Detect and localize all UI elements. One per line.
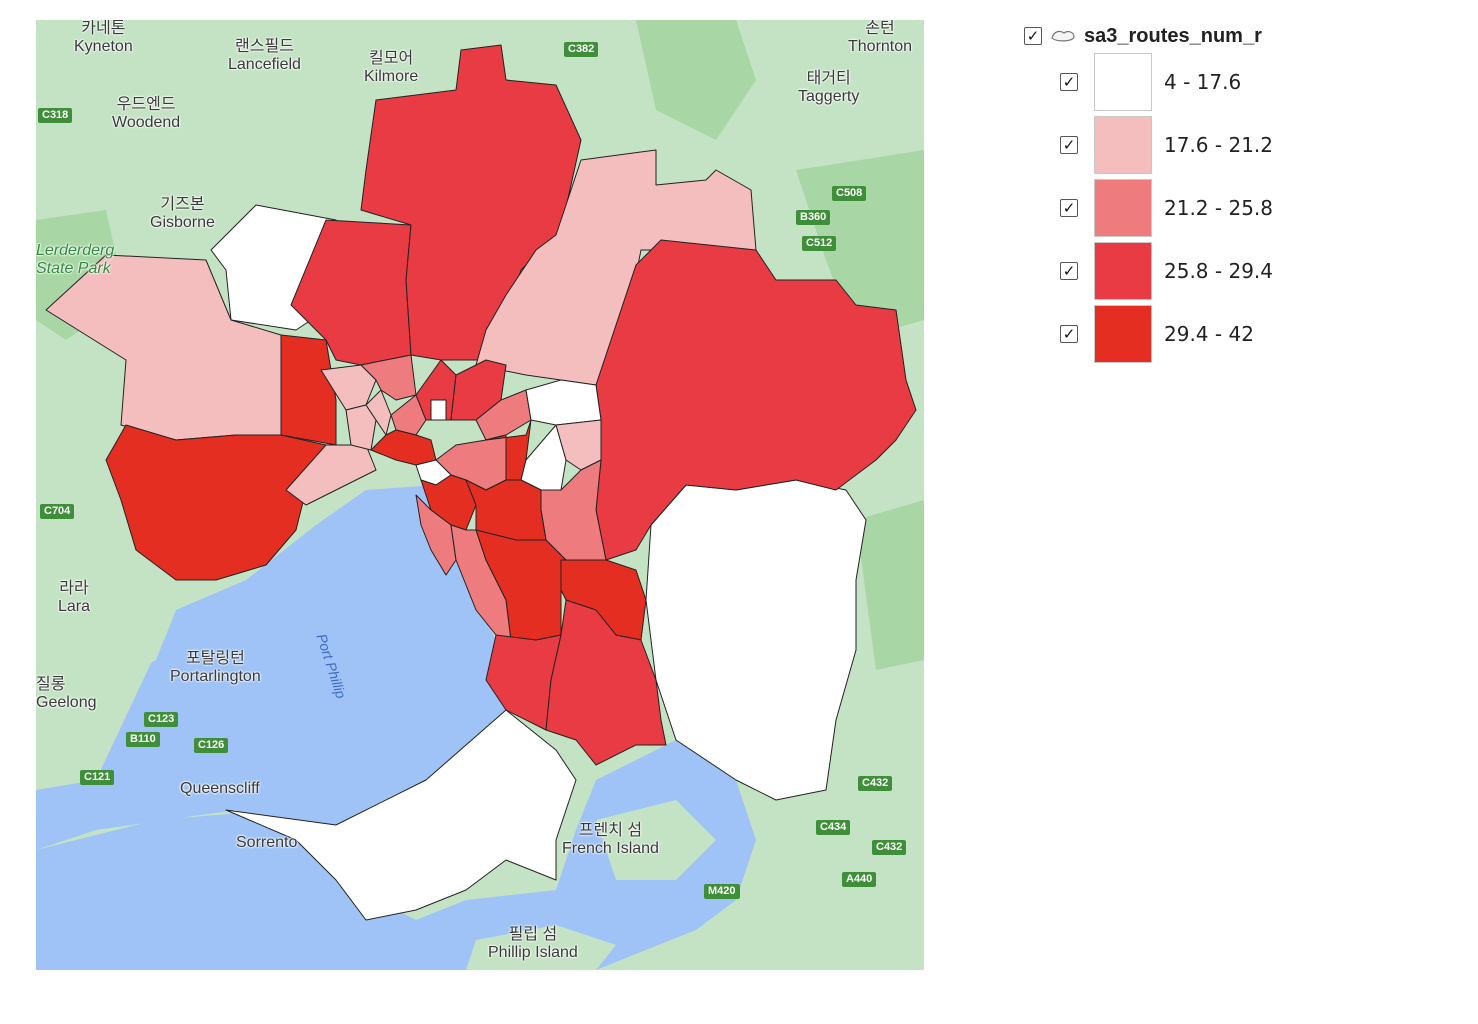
region-mornington-peninsula[interactable] [225, 709, 577, 921]
map-legend: ✓ sa3_routes_num_r ✓ 4 - 17.6 ✓ 17.6 - 2… [1020, 20, 1320, 365]
region-maribyrnong[interactable] [365, 389, 392, 436]
place-label: 태거티 Taggerty [798, 70, 860, 105]
road-shield: C432 [872, 840, 907, 855]
class-swatch [1094, 242, 1152, 300]
place-label: 손턴 Thornton [848, 20, 913, 55]
legend-class-row[interactable]: ✓ 21.2 - 25.8 [1060, 178, 1273, 238]
road-shield: C434 [816, 820, 851, 835]
place-label: 카네톤 Kyneton [74, 20, 133, 55]
region-inner-white[interactable] [430, 399, 447, 421]
bass-strait-water [36, 740, 756, 970]
forest-patch [856, 500, 924, 670]
class-checkbox[interactable]: ✓ [1060, 262, 1078, 280]
road-shield: C126 [194, 738, 229, 753]
class-label: 4 - 17.6 [1164, 70, 1242, 94]
class-label: 17.6 - 21.2 [1164, 133, 1273, 157]
road-shield: C432 [858, 776, 893, 791]
region-melton[interactable] [280, 334, 337, 446]
french-island [596, 800, 716, 880]
region-keilor[interactable] [320, 364, 377, 411]
class-swatch [1094, 53, 1152, 111]
place-label: 우드엔드 Woodend [112, 96, 181, 131]
region-manningham-east[interactable] [525, 379, 602, 426]
legend-layer-header[interactable]: ✓ sa3_routes_num_r [1024, 24, 1314, 48]
legend-class-row[interactable]: ✓ 17.6 - 21.2 [1060, 115, 1273, 175]
legend-class-row[interactable]: ✓ 25.8 - 29.4 [1060, 241, 1273, 301]
class-label: 29.4 - 42 [1164, 322, 1254, 346]
place-label: 기즈본 Gisborne [150, 196, 215, 231]
road-shield: M420 [704, 884, 740, 899]
place-label: 포탈링턴 Portarlington [170, 650, 261, 685]
place-label: 필립 섬 Phillip Island [488, 926, 578, 961]
forest-patch [636, 20, 756, 140]
region-monash[interactable] [465, 479, 547, 541]
place-label: 랜스필드 Lancefield [228, 38, 301, 73]
region-sunshine[interactable] [345, 404, 377, 451]
class-checkbox[interactable]: ✓ [1060, 136, 1078, 154]
class-swatch [1094, 116, 1152, 174]
class-swatch [1094, 305, 1152, 363]
forest-patch [796, 150, 924, 340]
road-shield: C318 [38, 108, 73, 123]
sa3-regions [45, 44, 917, 921]
road-shield: C508 [832, 186, 867, 201]
region-wyndham[interactable] [105, 424, 327, 581]
polygon-layer-icon [1051, 30, 1075, 42]
road-shield: C123 [144, 712, 179, 727]
road-shield: C512 [802, 236, 837, 251]
road-shield: B110 [126, 732, 160, 747]
place-label: Queenscliff [180, 780, 260, 797]
legend-class-row[interactable]: ✓ 4 - 17.6 [1060, 52, 1241, 112]
layer-visibility-checkbox[interactable]: ✓ [1024, 27, 1042, 45]
class-checkbox[interactable]: ✓ [1060, 325, 1078, 343]
region-hobsons-bay[interactable] [285, 444, 377, 506]
region-tullamarine[interactable] [360, 354, 417, 401]
bellarine-land [36, 580, 176, 690]
place-label: 질롱 Geelong [36, 676, 97, 711]
region-bayside[interactable] [415, 494, 457, 576]
place-label: Sorrento [236, 834, 298, 851]
road-shield: A440 [842, 872, 877, 887]
class-checkbox[interactable]: ✓ [1060, 199, 1078, 217]
road-shield: C121 [80, 770, 115, 785]
legend-class-row[interactable]: ✓ 29.4 - 42 [1060, 304, 1254, 364]
region-melbourne-city[interactable] [370, 429, 437, 466]
place-label: 프렌치 섬 French Island [562, 822, 659, 857]
road-shield: C704 [40, 504, 75, 519]
class-label: 21.2 - 25.8 [1164, 196, 1273, 220]
port-phillip-bay [36, 485, 506, 890]
place-label: 킬모어 Kilmore [364, 50, 419, 85]
map-canvas [36, 20, 924, 970]
class-swatch [1094, 179, 1152, 237]
region-moreland[interactable] [390, 394, 427, 436]
class-checkbox[interactable]: ✓ [1060, 73, 1078, 91]
place-label: 라라 Lara [58, 580, 91, 615]
region-casey-south[interactable] [545, 599, 667, 766]
class-label: 25.8 - 29.4 [1164, 259, 1273, 283]
road-shield: B360 [796, 210, 831, 225]
road-shield: C382 [564, 42, 599, 57]
place-label: Lerderderg State Park [36, 242, 115, 277]
choropleth-map[interactable]: C382 C318 C508 B360 C512 C704 C123 B110 … [36, 20, 924, 970]
layer-name: sa3_routes_num_r [1084, 24, 1262, 47]
phillip-island [466, 925, 616, 970]
